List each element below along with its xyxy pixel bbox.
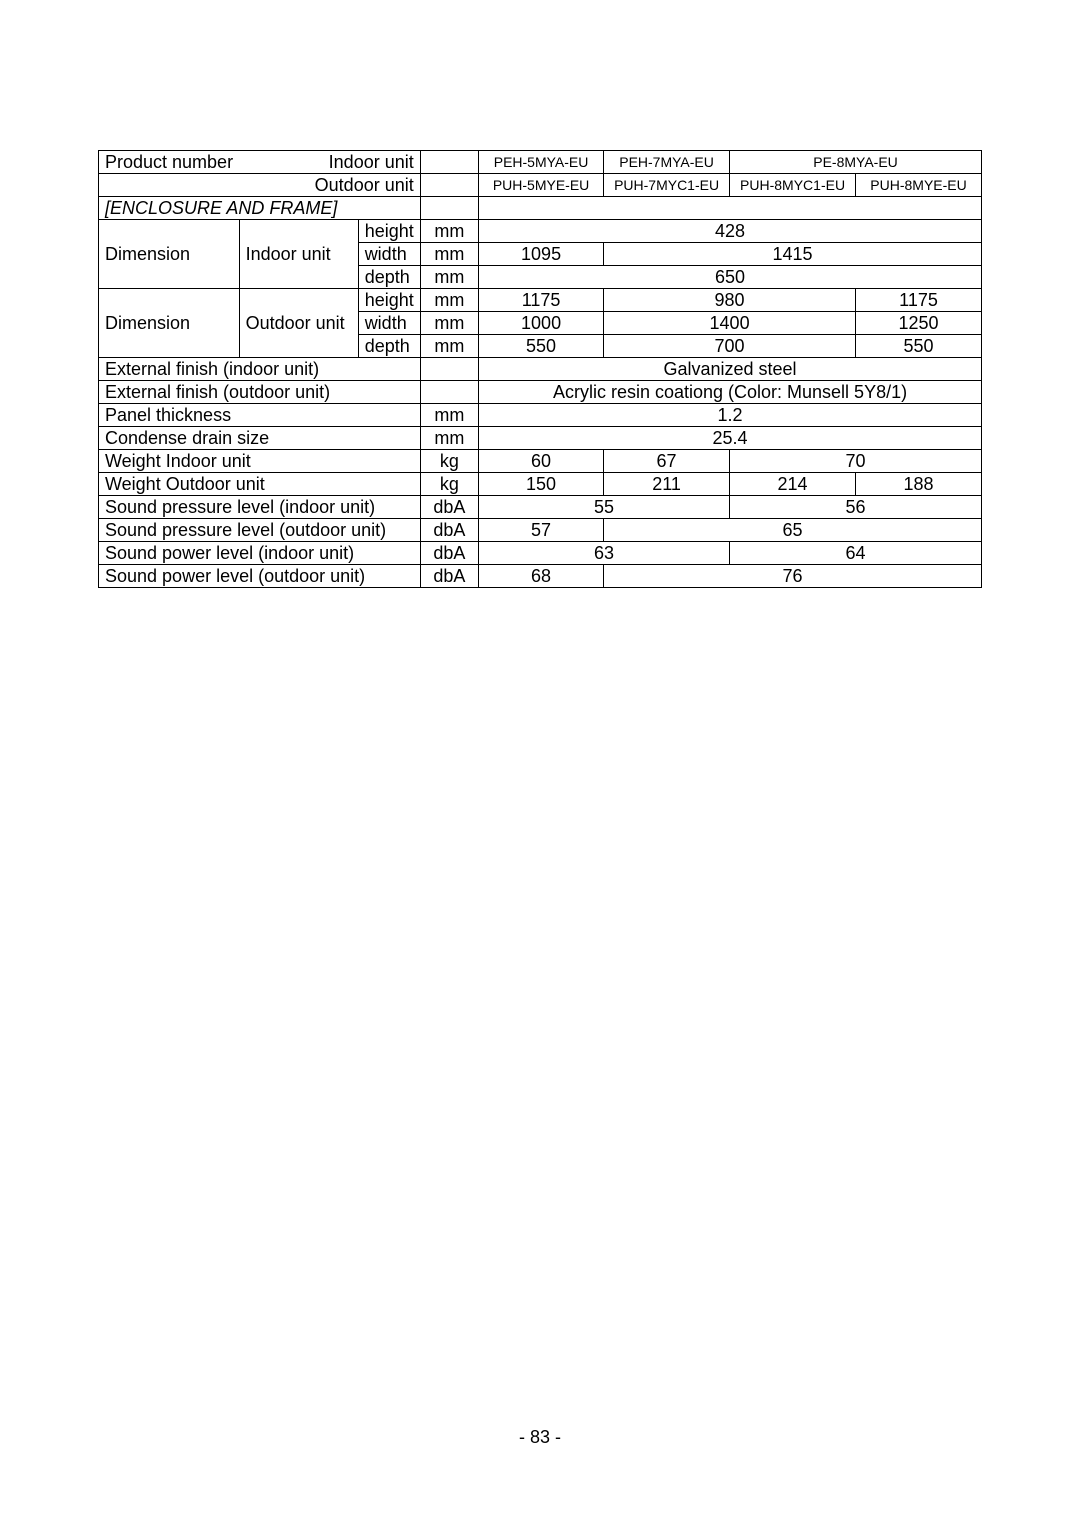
unit-dba: dbA [420,519,478,542]
label-depth: depth [358,335,420,358]
label-ext-finish-indoor: External finish (indoor unit) [99,358,421,381]
label-spw-outdoor: Sound power level (outdoor unit) [99,565,421,588]
label-spl-outdoor: Sound pressure level (outdoor unit) [99,519,421,542]
label-outdoor-unit: Outdoor unit [239,289,358,358]
val-spl-outdoor-1: 57 [479,519,604,542]
label-width: width [358,243,420,266]
unit-mm: mm [420,427,478,450]
label-product-number: Product number [99,151,240,174]
val-panel-thickness: 1.2 [479,404,982,427]
blank-cell [420,358,478,381]
label-weight-indoor: Weight Indoor unit [99,450,421,473]
val-weight-indoor-1: 60 [479,450,604,473]
val-outdoor-width-4: 1250 [856,312,982,335]
label-indoor-unit-header: Indoor unit [239,151,420,174]
unit-mm: mm [420,335,478,358]
blank-cell [479,197,982,220]
indoor-model-2: PEH-7MYA-EU [604,151,730,174]
val-outdoor-height-1: 1175 [479,289,604,312]
val-spw-outdoor-1: 68 [479,565,604,588]
outdoor-model-3: PUH-8MYC1-EU [730,174,856,197]
val-weight-outdoor-1: 150 [479,473,604,496]
unit-dba: dbA [420,496,478,519]
label-indoor-unit: Indoor unit [239,220,358,289]
label-weight-outdoor: Weight Outdoor unit [99,473,421,496]
val-weight-indoor-2: 67 [604,450,730,473]
section-title: [ENCLOSURE AND FRAME] [99,197,421,220]
label-dimension-outdoor: Dimension [99,289,240,358]
val-spl-indoor-a: 55 [479,496,730,519]
val-outdoor-width-mid: 1400 [604,312,856,335]
val-outdoor-height-4: 1175 [856,289,982,312]
unit-mm: mm [420,220,478,243]
label-width: width [358,312,420,335]
unit-mm: mm [420,243,478,266]
blank-cell [420,151,478,174]
val-indoor-width-rest: 1415 [604,243,982,266]
outdoor-model-2: PUH-7MYC1-EU [604,174,730,197]
unit-kg: kg [420,450,478,473]
unit-mm: mm [420,266,478,289]
val-indoor-height: 428 [479,220,982,243]
val-spw-indoor-a: 63 [479,542,730,565]
label-ext-finish-outdoor: External finish (outdoor unit) [99,381,421,404]
spec-table: Product number Indoor unit PEH-5MYA-EU P… [98,150,982,588]
indoor-model-1: PEH-5MYA-EU [479,151,604,174]
label-spw-indoor: Sound power level (indoor unit) [99,542,421,565]
val-outdoor-height-mid: 980 [604,289,856,312]
val-spw-outdoor-rest: 76 [604,565,982,588]
unit-kg: kg [420,473,478,496]
unit-dba: dbA [420,542,478,565]
val-outdoor-depth-mid: 700 [604,335,856,358]
label-dimension-indoor: Dimension [99,220,240,289]
label-condense-drain: Condense drain size [99,427,421,450]
unit-mm: mm [420,289,478,312]
indoor-model-3: PE-8MYA-EU [730,151,982,174]
val-spl-indoor-b: 56 [730,496,982,519]
label-depth: depth [358,266,420,289]
val-outdoor-depth-1: 550 [479,335,604,358]
val-indoor-depth: 650 [479,266,982,289]
val-condense-drain: 25.4 [479,427,982,450]
val-weight-outdoor-3: 214 [730,473,856,496]
unit-mm: mm [420,404,478,427]
page-number: - 83 - [0,1427,1080,1448]
label-height: height [358,289,420,312]
blank-cell [420,197,478,220]
val-ext-finish-indoor: Galvanized steel [479,358,982,381]
val-outdoor-depth-4: 550 [856,335,982,358]
val-weight-indoor-rest: 70 [730,450,982,473]
outdoor-model-1: PUH-5MYE-EU [479,174,604,197]
label-spl-indoor: Sound pressure level (indoor unit) [99,496,421,519]
label-panel-thickness: Panel thickness [99,404,421,427]
val-weight-outdoor-4: 188 [856,473,982,496]
val-weight-outdoor-2: 211 [604,473,730,496]
val-indoor-width-1: 1095 [479,243,604,266]
unit-mm: mm [420,312,478,335]
val-ext-finish-outdoor: Acrylic resin coationg (Color: Munsell 5… [479,381,982,404]
outdoor-model-4: PUH-8MYE-EU [856,174,982,197]
unit-dba: dbA [420,565,478,588]
blank-cell [420,174,478,197]
val-spl-outdoor-rest: 65 [604,519,982,542]
blank-cell [420,381,478,404]
val-spw-indoor-b: 64 [730,542,982,565]
label-height: height [358,220,420,243]
label-outdoor-unit-header: Outdoor unit [99,174,421,197]
spec-table-container: Product number Indoor unit PEH-5MYA-EU P… [98,150,982,588]
val-outdoor-width-1: 1000 [479,312,604,335]
